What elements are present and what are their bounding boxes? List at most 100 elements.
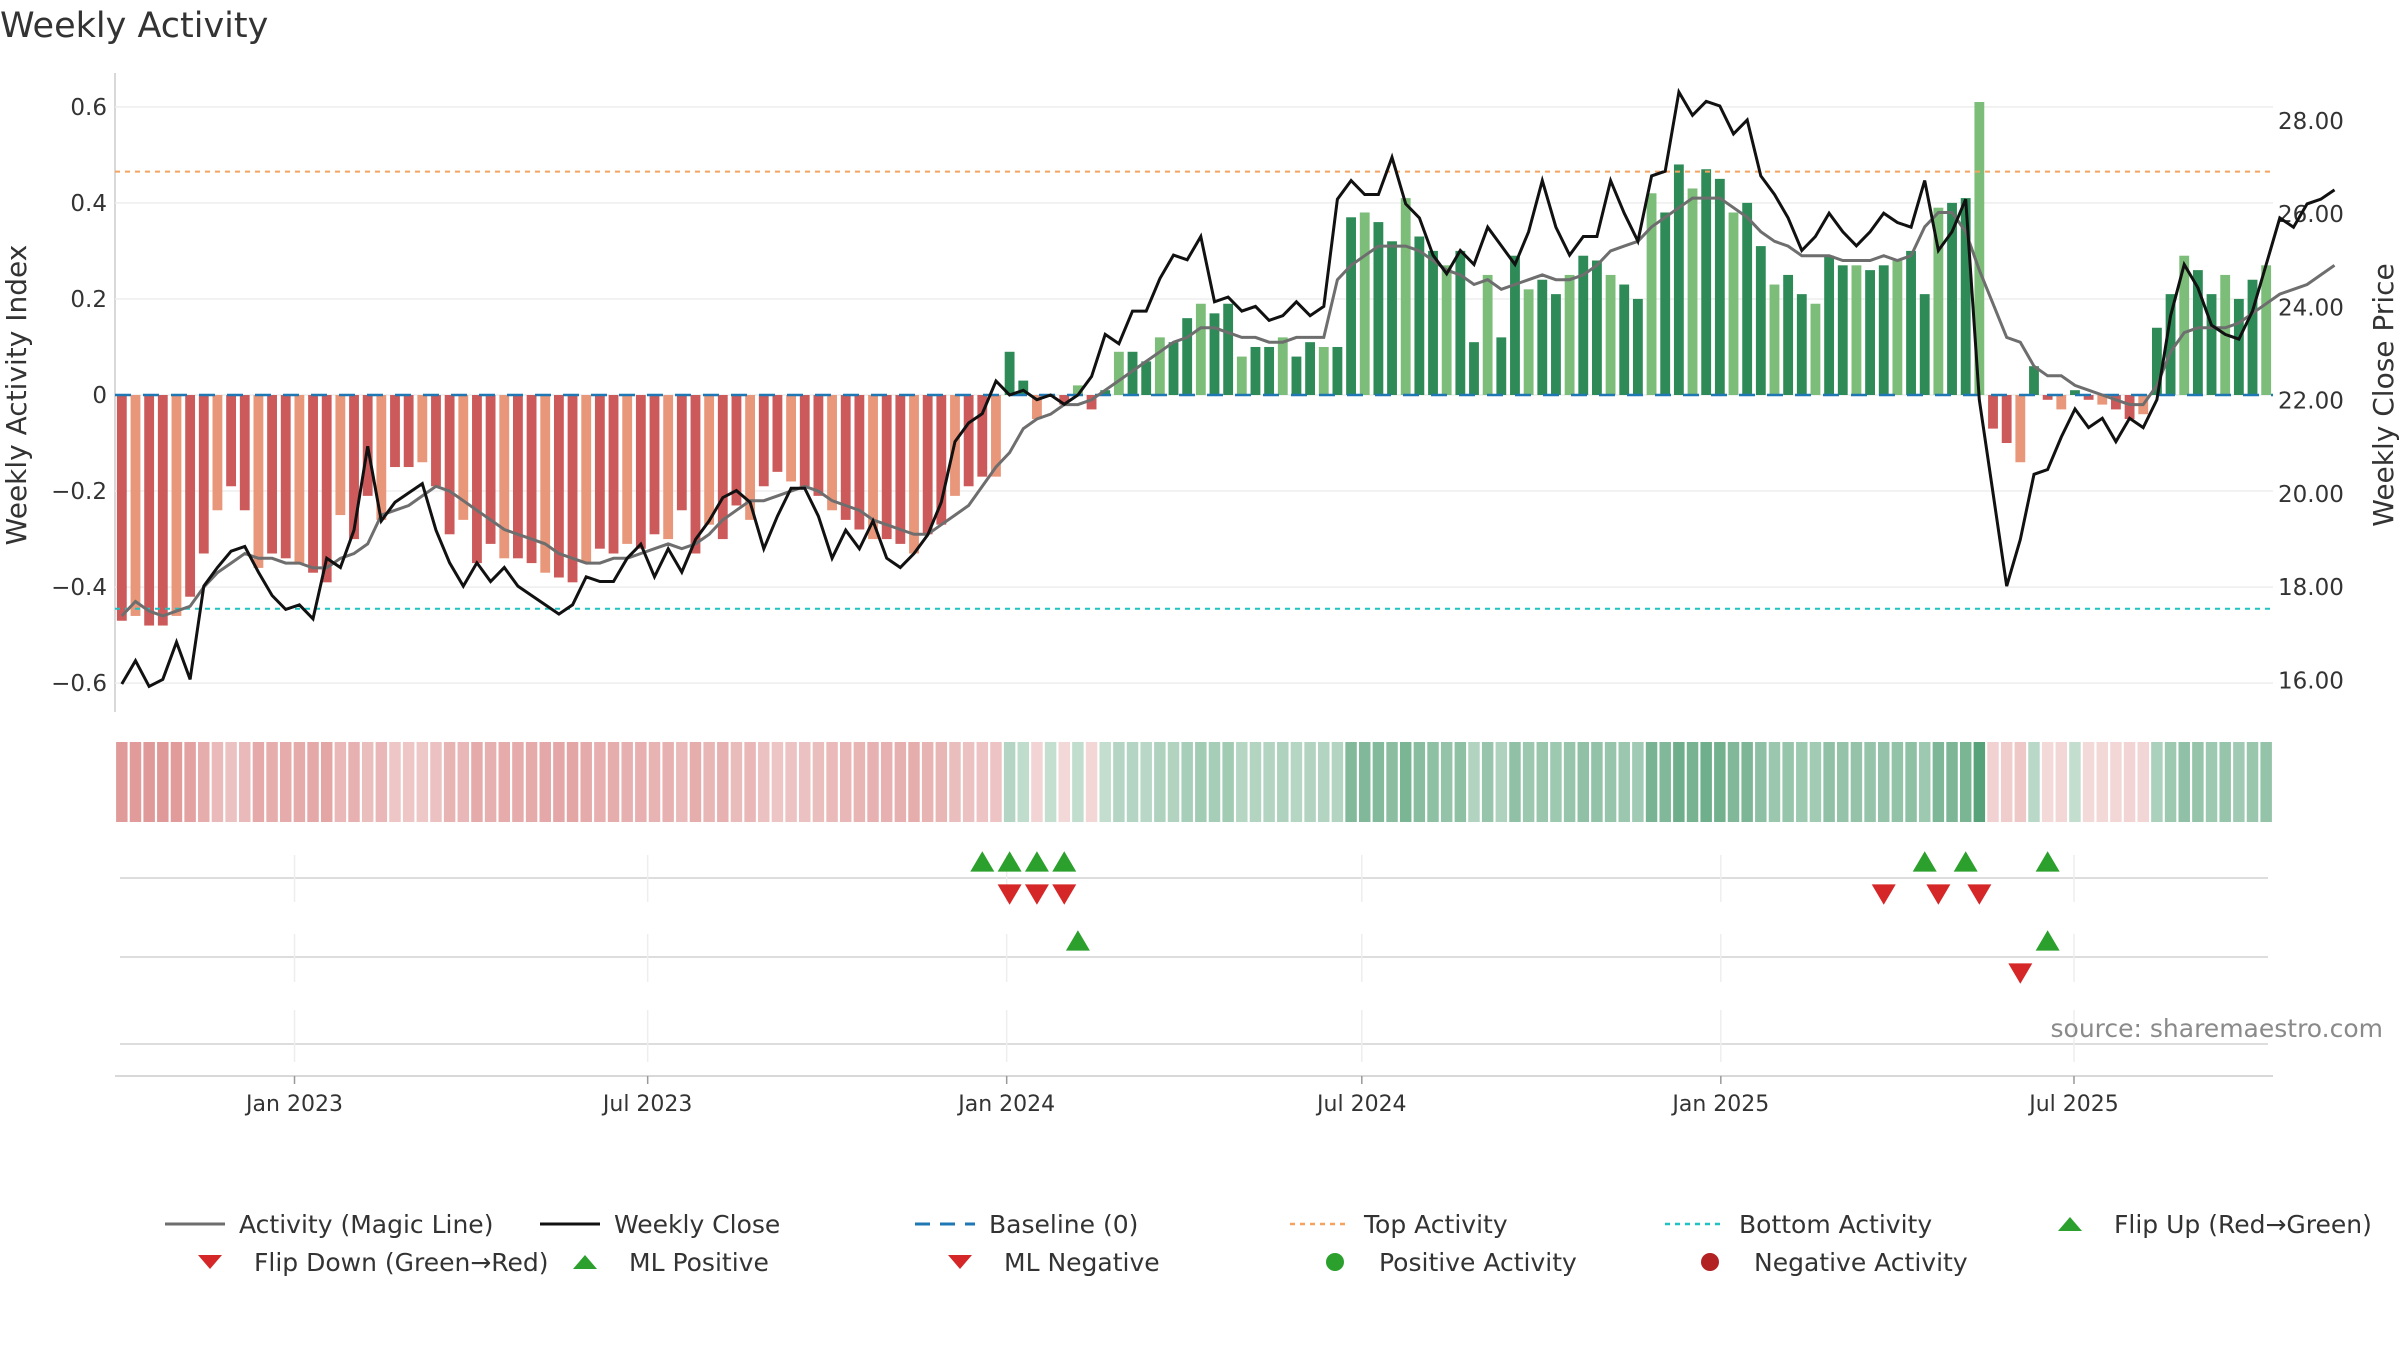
- activity-bar: [854, 395, 865, 530]
- heat-strip-cell: [361, 742, 374, 822]
- activity-bar: [2192, 270, 2203, 395]
- heat-strip-cell: [1345, 742, 1357, 822]
- line-black-icon: [540, 1214, 614, 1234]
- activity-bar: [2097, 395, 2108, 405]
- heat-strip-cell: [320, 742, 333, 822]
- heat-strip-cell: [1454, 742, 1467, 822]
- heat-strip-cell: [880, 742, 893, 822]
- heat-strip-cell: [703, 742, 715, 822]
- activity-bar: [2015, 395, 2026, 463]
- heat-strip-cell: [2205, 742, 2218, 822]
- heat-strip-cell: [2110, 742, 2122, 822]
- heat-strip-cell: [1481, 742, 1494, 822]
- activity-bar: [2083, 395, 2094, 400]
- activity-bar: [1878, 265, 1889, 395]
- activity-bar: [267, 395, 277, 554]
- heat-strip-cell: [170, 742, 183, 822]
- heat-strip-cell: [1468, 742, 1480, 822]
- heat-strip-cell: [2178, 742, 2190, 822]
- activity-bar: [1305, 342, 1316, 395]
- activity-bar: [717, 395, 728, 540]
- heat-strip-cell: [1536, 742, 1549, 822]
- activity-bar: [308, 395, 318, 573]
- heat-strip-cell: [553, 742, 565, 822]
- activity-bar: [1646, 193, 1657, 395]
- heat-strip-cell: [607, 742, 620, 822]
- activity-bar: [1469, 342, 1479, 395]
- heat-strip-cell: [1782, 742, 1794, 822]
- magic-line: [120, 196, 2336, 618]
- heat-strip-cell: [826, 742, 838, 822]
- legend-label: Weekly Close: [614, 1209, 781, 1239]
- heat-strip-cell: [2041, 742, 2054, 822]
- activity-bar: [1455, 250, 1466, 395]
- heat-strip-cell: [621, 742, 633, 822]
- activity-bar: [513, 395, 523, 559]
- heat-strip-cell: [1277, 742, 1289, 822]
- heat-strip-cell: [1632, 742, 1644, 822]
- activity-bar: [2165, 294, 2176, 395]
- heat-strip-cell: [785, 742, 797, 822]
- triangle-up-green-icon: [555, 1252, 629, 1272]
- heat-strip-cell: [2151, 742, 2163, 822]
- weekly-close-line: [120, 87, 2336, 689]
- activity-bar: [1346, 217, 1356, 395]
- heat-strip-cell: [279, 742, 292, 822]
- activity-bar: [1742, 202, 1753, 395]
- legend-label: Flip Up (Red→Green): [2114, 1209, 2372, 1239]
- activity-bar: [1100, 390, 1111, 395]
- activity-bar: [130, 395, 141, 616]
- activity-bar: [1018, 380, 1029, 395]
- triangle-down-red-icon: [930, 1252, 1004, 1272]
- activity-bar: [731, 395, 742, 506]
- heat-strip-cell: [1823, 742, 1835, 822]
- heat-strip-cell: [334, 742, 347, 822]
- heat-strip-cell: [1331, 742, 1344, 822]
- circle-green-icon: [1305, 1252, 1379, 1272]
- heat-strip-cell: [2164, 742, 2177, 822]
- x-tick-label: Jan 2025: [1670, 1092, 1769, 1117]
- heat-strip-cell: [1550, 742, 1562, 822]
- y2-tick-label: 24.00: [2278, 295, 2344, 321]
- heat-strip-cell: [1864, 742, 1876, 822]
- heat-strip-cell: [1249, 742, 1262, 822]
- heat-strip-cell: [307, 742, 319, 822]
- heat-strip-cell: [1304, 742, 1316, 822]
- activity-bar: [1919, 294, 1930, 395]
- activity-bar: [431, 395, 441, 487]
- heat-strip-cell: [2014, 742, 2027, 822]
- heat-strip-cell: [1126, 742, 1139, 822]
- heat-strip-cell: [990, 742, 1002, 822]
- heat-strip-cell: [908, 742, 920, 822]
- legend-item: Negative Activity: [1680, 1243, 1968, 1281]
- activity-bar: [458, 395, 469, 520]
- heat-strip-cell: [2082, 742, 2095, 822]
- heat-strip-cell: [1058, 742, 1070, 822]
- heat-strip-cell: [1645, 742, 1658, 822]
- activity-bar: [827, 395, 837, 511]
- heat-strip-cell: [1891, 742, 1904, 822]
- activity-bar: [922, 395, 933, 535]
- legend-label: ML Positive: [629, 1247, 769, 1277]
- activity-bar: [567, 395, 578, 583]
- heat-strip-cell: [839, 742, 852, 822]
- activity-bar: [390, 395, 400, 468]
- heat-strip-cell: [525, 742, 538, 822]
- activity-bar: [881, 395, 892, 540]
- activity-bar: [526, 395, 537, 564]
- heat-strip-cell: [1905, 742, 1917, 822]
- legend-item: Activity (Magic Line): [165, 1205, 493, 1243]
- heat-strip-cell: [1932, 742, 1945, 822]
- activity-bar: [1250, 346, 1261, 395]
- flip-up-marker: [970, 851, 995, 872]
- heat-strip-cell: [1044, 742, 1057, 822]
- heat-strip-cell: [1372, 742, 1385, 822]
- heat-strip-cell: [744, 742, 756, 822]
- activity-bar: [2111, 395, 2121, 410]
- y2-tick-label: 28.00: [2278, 109, 2344, 135]
- legend-label: Positive Activity: [1379, 1247, 1577, 1277]
- heat-strip-cell: [471, 742, 483, 822]
- activity-bar: [499, 395, 510, 559]
- heat-strip-cell: [2137, 742, 2149, 822]
- triangle-up-green-icon: [2040, 1214, 2114, 1234]
